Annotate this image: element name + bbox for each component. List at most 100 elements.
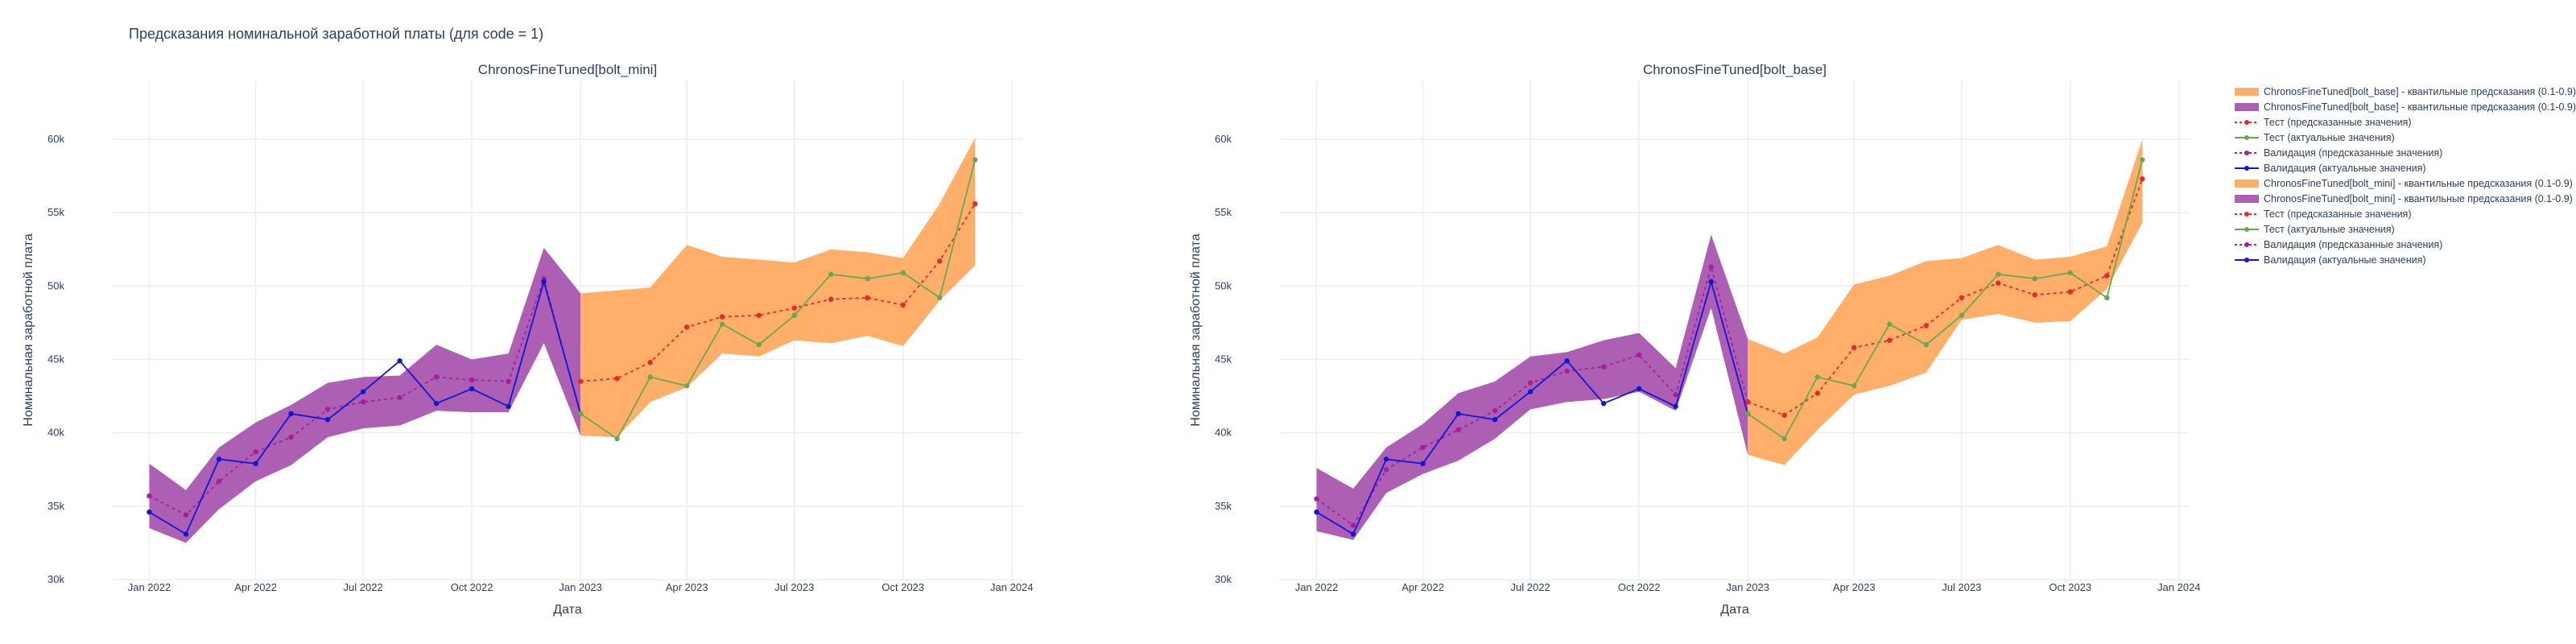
subplot-bolt-mini: 30k 35k 40k 45k 50k 55k 60k Jan 2022 Apr 2022 Jul… <box>22 62 1034 617</box>
data-point <box>1959 295 1964 301</box>
y-tick-label: 45k <box>47 353 64 365</box>
legend-item-label: Тест (актуальные значения) <box>2264 224 2395 235</box>
data-point <box>756 342 762 348</box>
series-line-test-actual <box>580 159 976 440</box>
data-point <box>1708 279 1714 285</box>
data-point <box>2032 275 2037 282</box>
data-point <box>1673 403 1678 410</box>
legend-item-label: Тест (предсказанные значения) <box>2264 117 2411 128</box>
data-point <box>216 456 222 462</box>
x-tick-label: Jul 2022 <box>344 581 383 593</box>
data-point <box>614 375 620 382</box>
data-point <box>433 374 440 380</box>
legend-swatch-marker <box>2244 151 2249 155</box>
legend-swatch-band <box>2235 195 2259 203</box>
data-point <box>2140 157 2145 163</box>
data-point <box>2104 295 2110 301</box>
data-point <box>1600 364 1607 369</box>
y-axis-title: Номинальная заработной плата <box>22 233 35 427</box>
data-point <box>397 358 402 364</box>
data-point <box>1744 411 1751 417</box>
x-tick-label: Oct 2023 <box>881 581 924 593</box>
y-tick-label: 50k <box>1215 279 1232 291</box>
data-point <box>1383 467 1389 473</box>
data-point <box>360 389 366 394</box>
data-point <box>577 378 584 385</box>
data-point <box>1781 436 1787 442</box>
legend-swatch-band <box>2235 180 2259 188</box>
subplot-bolt-base: 30k 35k 40k 45k 50k 55k 60k Jan 2022 Apr 2022 Jul… <box>1189 62 2201 617</box>
quantile-band-test <box>580 138 976 438</box>
y-tick-label: 55k <box>47 206 64 218</box>
data-point <box>972 200 978 207</box>
data-point <box>577 411 584 417</box>
quantile-band-validation <box>1316 234 1748 540</box>
data-point <box>614 436 620 442</box>
data-point <box>1636 386 1642 392</box>
legend-item-label: ChronosFineTuned[bolt_mini] - квантильны… <box>2264 193 2573 204</box>
legend-item-label: Тест (актуальные значения) <box>2264 132 2395 143</box>
data-point <box>1420 444 1426 451</box>
data-point <box>1923 342 1929 348</box>
x-tick-label: Oct 2023 <box>2049 581 2091 593</box>
data-point <box>1527 389 1534 394</box>
data-point <box>1350 531 1356 537</box>
legend-swatch-marker <box>2244 212 2249 217</box>
legend-item-label: Валидация (актуальные значения) <box>2264 163 2426 174</box>
x-tick-label: Jan 2024 <box>990 581 1034 593</box>
x-axis-title: Дата <box>553 603 582 617</box>
data-point <box>1781 412 1787 418</box>
data-point <box>1996 280 2001 286</box>
data-point <box>433 400 440 407</box>
data-point <box>684 324 690 330</box>
y-tick-label: 55k <box>1215 206 1232 218</box>
data-point <box>506 403 511 410</box>
quantile-band-validation <box>149 247 581 543</box>
series-line-test-actual <box>1747 159 2144 440</box>
data-point <box>2067 270 2073 276</box>
legend-swatch-marker <box>2244 135 2249 140</box>
data-point <box>1564 358 1570 364</box>
data-point <box>183 531 189 537</box>
data-point <box>1673 392 1678 398</box>
data-point <box>1996 271 2001 277</box>
figure-title: Предсказания номинальной заработной плат… <box>129 26 543 42</box>
data-point <box>2104 273 2110 279</box>
legend-swatch-marker <box>2244 242 2249 247</box>
legend-swatch-marker <box>2244 227 2249 232</box>
x-tick-label: Apr 2022 <box>234 581 277 593</box>
data-point <box>1814 390 1820 396</box>
legend-item-label: Валидация (предсказанные значения) <box>2264 239 2442 250</box>
data-point <box>1852 383 1857 389</box>
subplot-title: ChronosFineTuned[bolt_base] <box>1643 62 1827 77</box>
data-point <box>791 305 797 311</box>
legend-item-label: Валидация (предсказанные значения) <box>2264 147 2442 159</box>
y-tick-label: 50k <box>47 279 64 291</box>
x-tick-label: Jan 2023 <box>1726 581 1769 593</box>
data-point <box>1383 456 1389 462</box>
y-tick-label: 30k <box>1215 573 1232 585</box>
data-point <box>791 312 797 318</box>
data-point <box>147 509 152 515</box>
data-point <box>900 302 906 308</box>
data-point <box>865 295 870 301</box>
data-point <box>865 275 870 282</box>
data-point <box>216 478 222 485</box>
y-tick-label: 45k <box>1215 353 1232 365</box>
data-point <box>1887 321 1893 327</box>
x-tick-label: Jul 2023 <box>1942 581 1981 593</box>
legend-swatch-marker <box>2244 120 2249 125</box>
data-point <box>147 493 152 499</box>
y-tick-label: 30k <box>47 573 64 585</box>
x-tick-label: Jul 2023 <box>774 581 814 593</box>
data-point <box>1887 337 1893 343</box>
data-point <box>937 295 943 301</box>
series-line-test-pred <box>1747 178 2144 416</box>
x-tick-label: Jan 2022 <box>1295 581 1339 593</box>
data-point <box>360 399 366 405</box>
data-point <box>288 411 294 417</box>
data-point <box>2140 175 2145 182</box>
data-point <box>1350 522 1356 528</box>
